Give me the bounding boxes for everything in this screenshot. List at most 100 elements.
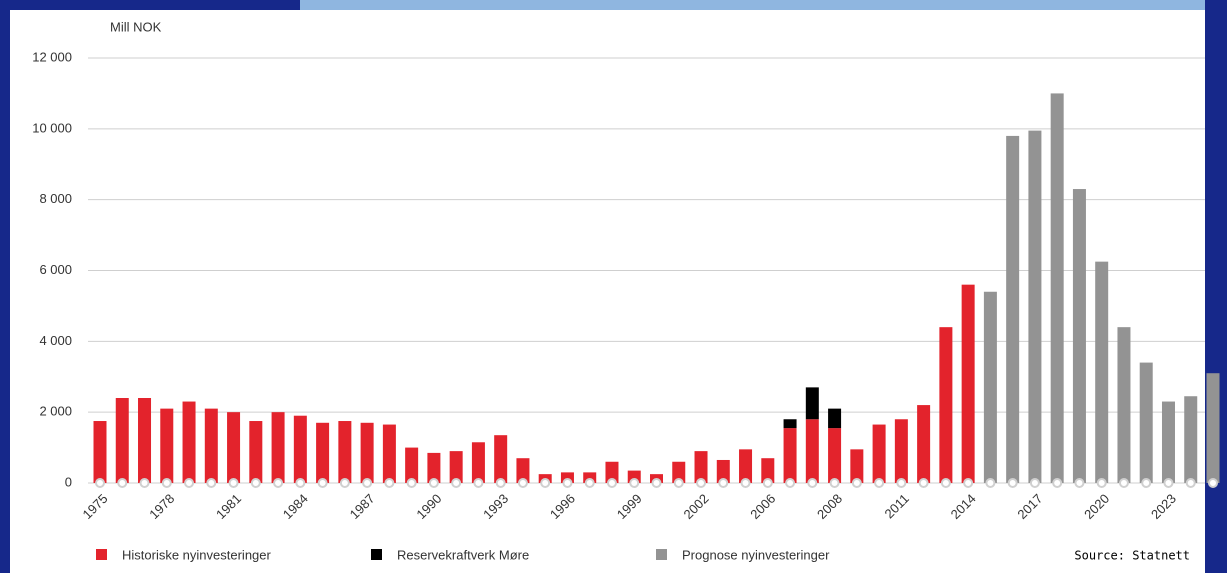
axis-dot — [184, 478, 195, 488]
axis-dot — [1029, 478, 1040, 488]
axis-dot — [584, 478, 595, 488]
axis-dot — [963, 478, 974, 488]
y-axis-label: Mill NOK — [110, 19, 162, 34]
axis-dot — [206, 478, 217, 488]
axis-dot — [606, 478, 617, 488]
bar — [783, 428, 797, 483]
bar — [716, 459, 730, 483]
bar — [182, 401, 196, 483]
bar — [138, 398, 152, 483]
y-tick-label: 12 000 — [32, 49, 72, 64]
bar — [739, 449, 753, 483]
bar — [1028, 130, 1042, 483]
bar — [382, 424, 396, 483]
bar — [1050, 93, 1064, 484]
axis-dot — [540, 478, 551, 488]
legend-label: Historiske nyinvesteringer — [122, 547, 272, 562]
axis-dot — [673, 478, 684, 488]
axis-dot — [1052, 478, 1063, 488]
bar — [1006, 135, 1020, 483]
axis-dot — [874, 478, 885, 488]
bar — [1184, 396, 1198, 483]
bar — [471, 442, 485, 483]
source: Source: Statnett — [1074, 549, 1190, 563]
axis-dot — [785, 478, 796, 488]
bar — [894, 419, 908, 483]
axis-dot — [406, 478, 417, 488]
axis-dot — [629, 478, 640, 488]
bar — [249, 421, 263, 483]
bar — [227, 412, 241, 483]
axis-dot — [495, 478, 506, 488]
axis-dot — [740, 478, 751, 488]
bar — [1095, 261, 1109, 483]
bar — [1139, 362, 1153, 483]
legend-swatch — [96, 549, 107, 560]
axis-dot — [940, 478, 951, 488]
bar — [583, 472, 597, 483]
bar — [828, 428, 842, 483]
axis-dot — [1163, 478, 1174, 488]
bar — [961, 284, 975, 483]
axis-dot — [718, 478, 729, 488]
axis-dot — [1074, 478, 1085, 488]
axis-dot — [696, 478, 707, 488]
bar — [761, 458, 775, 483]
bar — [560, 472, 574, 483]
bar — [115, 398, 129, 483]
y-tick-label: 10 000 — [32, 120, 72, 135]
bar — [360, 422, 374, 483]
bar — [872, 424, 886, 483]
bar — [783, 419, 797, 429]
header-image — [300, 0, 1205, 12]
axis-dot — [918, 478, 929, 488]
bar — [983, 291, 997, 483]
axis-dot — [295, 478, 306, 488]
axis-dot — [1141, 478, 1152, 488]
axis-dot — [317, 478, 328, 488]
bar — [1206, 373, 1220, 483]
axis-dot — [384, 478, 395, 488]
legend-swatch — [656, 549, 667, 560]
bar — [204, 408, 218, 483]
bar — [805, 419, 819, 483]
axis-dot — [985, 478, 996, 488]
bar — [405, 447, 419, 483]
bar — [293, 415, 307, 483]
axis-dot — [228, 478, 239, 488]
axis-dot — [762, 478, 773, 488]
bar — [939, 327, 953, 483]
bar — [672, 461, 686, 483]
bar — [1161, 401, 1175, 483]
axis-dot — [161, 478, 172, 488]
bar — [828, 408, 842, 429]
axis-dot — [273, 478, 284, 488]
y-tick-label: 2 000 — [39, 404, 72, 419]
axis-dot — [117, 478, 128, 488]
axis-dot — [1096, 478, 1107, 488]
y-tick-label: 8 000 — [39, 191, 72, 206]
axis-dot — [1007, 478, 1018, 488]
bar — [805, 387, 819, 420]
bar — [694, 451, 708, 483]
axis-dot — [339, 478, 350, 488]
bar — [1117, 327, 1131, 483]
bar — [427, 452, 441, 483]
axis-dot — [451, 478, 462, 488]
axis-dot — [473, 478, 484, 488]
bar — [605, 461, 619, 483]
axis-dot — [851, 478, 862, 488]
y-tick-label: 6 000 — [39, 262, 72, 277]
bar — [1072, 189, 1086, 483]
chart-background — [10, 10, 1205, 573]
axis-dot — [250, 478, 261, 488]
bar — [160, 408, 174, 483]
axis-dot — [428, 478, 439, 488]
axis-dot — [807, 478, 818, 488]
bar — [850, 449, 864, 483]
bar — [338, 421, 352, 483]
axis-dot — [362, 478, 373, 488]
bar — [93, 421, 107, 483]
bar — [494, 435, 508, 483]
